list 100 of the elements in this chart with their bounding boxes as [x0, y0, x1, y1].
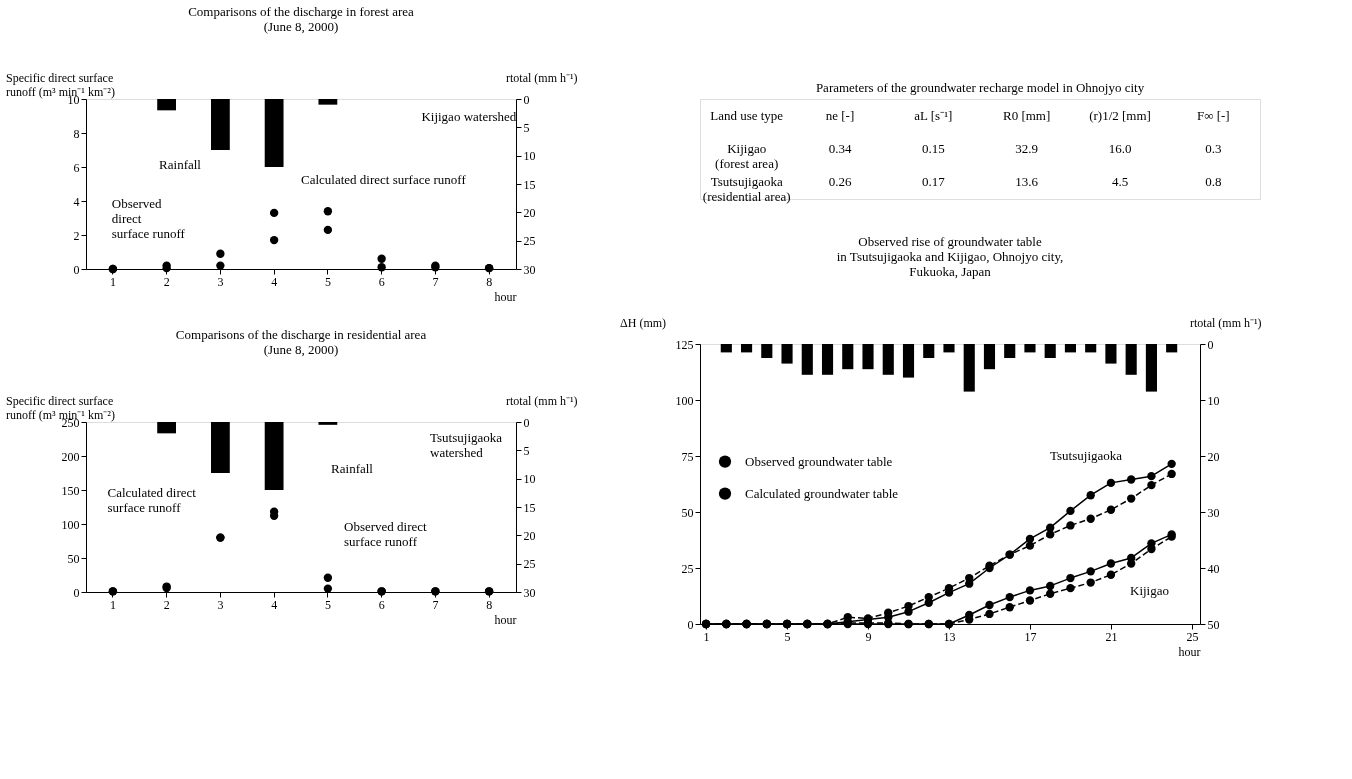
- y2-tick-label: 40: [1207, 561, 1220, 576]
- annotation: Observed direct surface runoff: [111, 195, 186, 241]
- text: (r)1/2 [mm]: [1089, 107, 1151, 123]
- y-tick-label: 0: [73, 262, 80, 277]
- x-tick-label: 1: [109, 274, 116, 289]
- y2-tick-label: 20: [523, 528, 536, 543]
- y-tick-label: 100: [61, 517, 80, 532]
- y2-tick-label: 5: [523, 120, 530, 135]
- x-tick-label: 5: [784, 629, 791, 644]
- y-tick-label: 75: [681, 449, 694, 464]
- y2-tick-label: 25: [523, 557, 536, 572]
- x-tick-label: 17: [1024, 629, 1037, 644]
- annotation: Rainfall: [331, 460, 374, 476]
- y2-tick-label: 0: [1207, 337, 1214, 352]
- text: Parameters of the groundwater recharge model in Ohnojyo city: [815, 80, 1145, 95]
- text: Kijigao (forest area): [715, 141, 779, 171]
- y2-tick-label: 30: [523, 262, 536, 277]
- annotation: Kijigao watershed: [421, 108, 517, 124]
- x-tick-label: 2: [163, 274, 170, 289]
- chart-title: Comparisons of the discharge in residential area (June 8, 2000): [175, 327, 427, 357]
- y2-tick-label: 30: [523, 585, 536, 600]
- y2-tick-label: 10: [1207, 393, 1220, 408]
- text: ne [-]: [825, 107, 855, 123]
- text: 0.34: [828, 141, 852, 156]
- x-tick-label: 4: [271, 597, 278, 612]
- text: 0.15: [921, 141, 945, 156]
- y-tick-label: 8: [73, 126, 80, 141]
- y-tick-label: 200: [61, 449, 80, 464]
- chart-title: Observed rise of groundwater table in Tsutsujigaoka and Kijigao, Ohnojyo city, Fukuoka, Japan: [836, 234, 1064, 279]
- x-tick-label: 6: [378, 597, 385, 612]
- text: 16.0: [1108, 141, 1132, 156]
- y2-tick-label: 25: [523, 234, 536, 249]
- text: 0.17: [921, 174, 946, 190]
- text: 0.3: [1205, 141, 1222, 156]
- x-tick-label: 8: [486, 274, 493, 289]
- y2-tick-label: 15: [523, 177, 536, 192]
- y-tick-label: 50: [67, 551, 80, 566]
- y-tick-label: 0: [687, 617, 694, 632]
- y2-tick-label: 10: [523, 472, 536, 487]
- y-tick-label: 25: [681, 561, 694, 576]
- y2-tick-label: 15: [523, 500, 536, 515]
- x-tick-label: 21: [1105, 629, 1118, 644]
- text: 32.9: [1015, 141, 1039, 156]
- text: 13.6: [1015, 174, 1039, 190]
- annotation: Tsutsujigaoka: [1050, 448, 1123, 464]
- x-axis-title: hour: [494, 612, 517, 627]
- y-tick-label: 4: [73, 194, 80, 209]
- y-tick-label: 2: [73, 228, 80, 243]
- legend-label: Observed groundwater table: [745, 453, 893, 469]
- x-tick-label: 3: [217, 274, 224, 289]
- x-tick-label: 8: [486, 597, 493, 612]
- x-tick-label: 13: [943, 629, 956, 644]
- x-tick-label: 1: [703, 629, 710, 644]
- annotation: Rainfall: [159, 156, 202, 172]
- annotation: Calculated direct surface runoff: [301, 171, 467, 187]
- y2-tick-label: 20: [523, 205, 536, 220]
- x-tick-label: 5: [324, 597, 331, 612]
- y2-tick-label: 0: [523, 92, 530, 107]
- annotation: Tsutsujigaoka watershed: [430, 430, 503, 461]
- y-tick-label: 0: [73, 585, 80, 600]
- chart-title: Comparisons of the discharge in forest area (June 8, 2000): [188, 4, 415, 34]
- y2-tick-label: 10: [523, 149, 536, 164]
- text: F∞ [-]: [1196, 107, 1230, 123]
- y-tick-label: 125: [675, 337, 694, 352]
- x-tick-label: 7: [432, 274, 439, 289]
- text: R0 [mm]: [1003, 107, 1051, 123]
- y2-tick-label: 5: [523, 443, 530, 458]
- y2-axis-title: rtotal (mm h⁻¹): [506, 394, 578, 408]
- text: Tsutsujigaoka (residential area): [702, 174, 791, 205]
- text: aL [s⁻¹]: [914, 107, 953, 123]
- text: 0.26: [828, 174, 852, 190]
- y-tick-label: 150: [61, 483, 80, 498]
- annotation: Kijigao: [1130, 582, 1169, 598]
- x-tick-label: 9: [865, 629, 872, 644]
- annotation: Observed direct surface runoff: [344, 518, 428, 549]
- annotation: Calculated direct surface runoff: [107, 484, 197, 515]
- x-tick-label: 25: [1186, 629, 1199, 644]
- text: 4.5: [1111, 174, 1129, 190]
- y2-axis-title: rtotal (mm h⁻¹): [1190, 316, 1262, 330]
- legend-label: Calculated groundwater table: [745, 485, 899, 501]
- x-tick-label: 3: [217, 597, 224, 612]
- x-axis-title: hour: [494, 289, 517, 304]
- text: 0.8: [1205, 174, 1222, 190]
- y-tick-label: 100: [675, 393, 694, 408]
- x-tick-label: 6: [378, 274, 385, 289]
- y2-tick-label: 20: [1207, 449, 1220, 464]
- y-axis-title: ΔH (mm): [620, 316, 667, 330]
- x-tick-label: 1: [109, 597, 116, 612]
- x-tick-label: 5: [324, 274, 331, 289]
- x-axis-title: hour: [1178, 644, 1201, 659]
- x-tick-label: 2: [163, 597, 170, 612]
- y2-tick-label: 0: [523, 415, 530, 430]
- y-tick-label: 50: [681, 505, 694, 520]
- y2-tick-label: 50: [1207, 617, 1220, 632]
- y2-tick-label: 30: [1207, 505, 1220, 520]
- x-tick-label: 4: [271, 274, 278, 289]
- y-tick-label: 6: [73, 160, 80, 175]
- text: Land use type: [710, 107, 784, 123]
- y2-axis-title: rtotal (mm h⁻¹): [506, 71, 578, 85]
- x-tick-label: 7: [432, 597, 439, 612]
